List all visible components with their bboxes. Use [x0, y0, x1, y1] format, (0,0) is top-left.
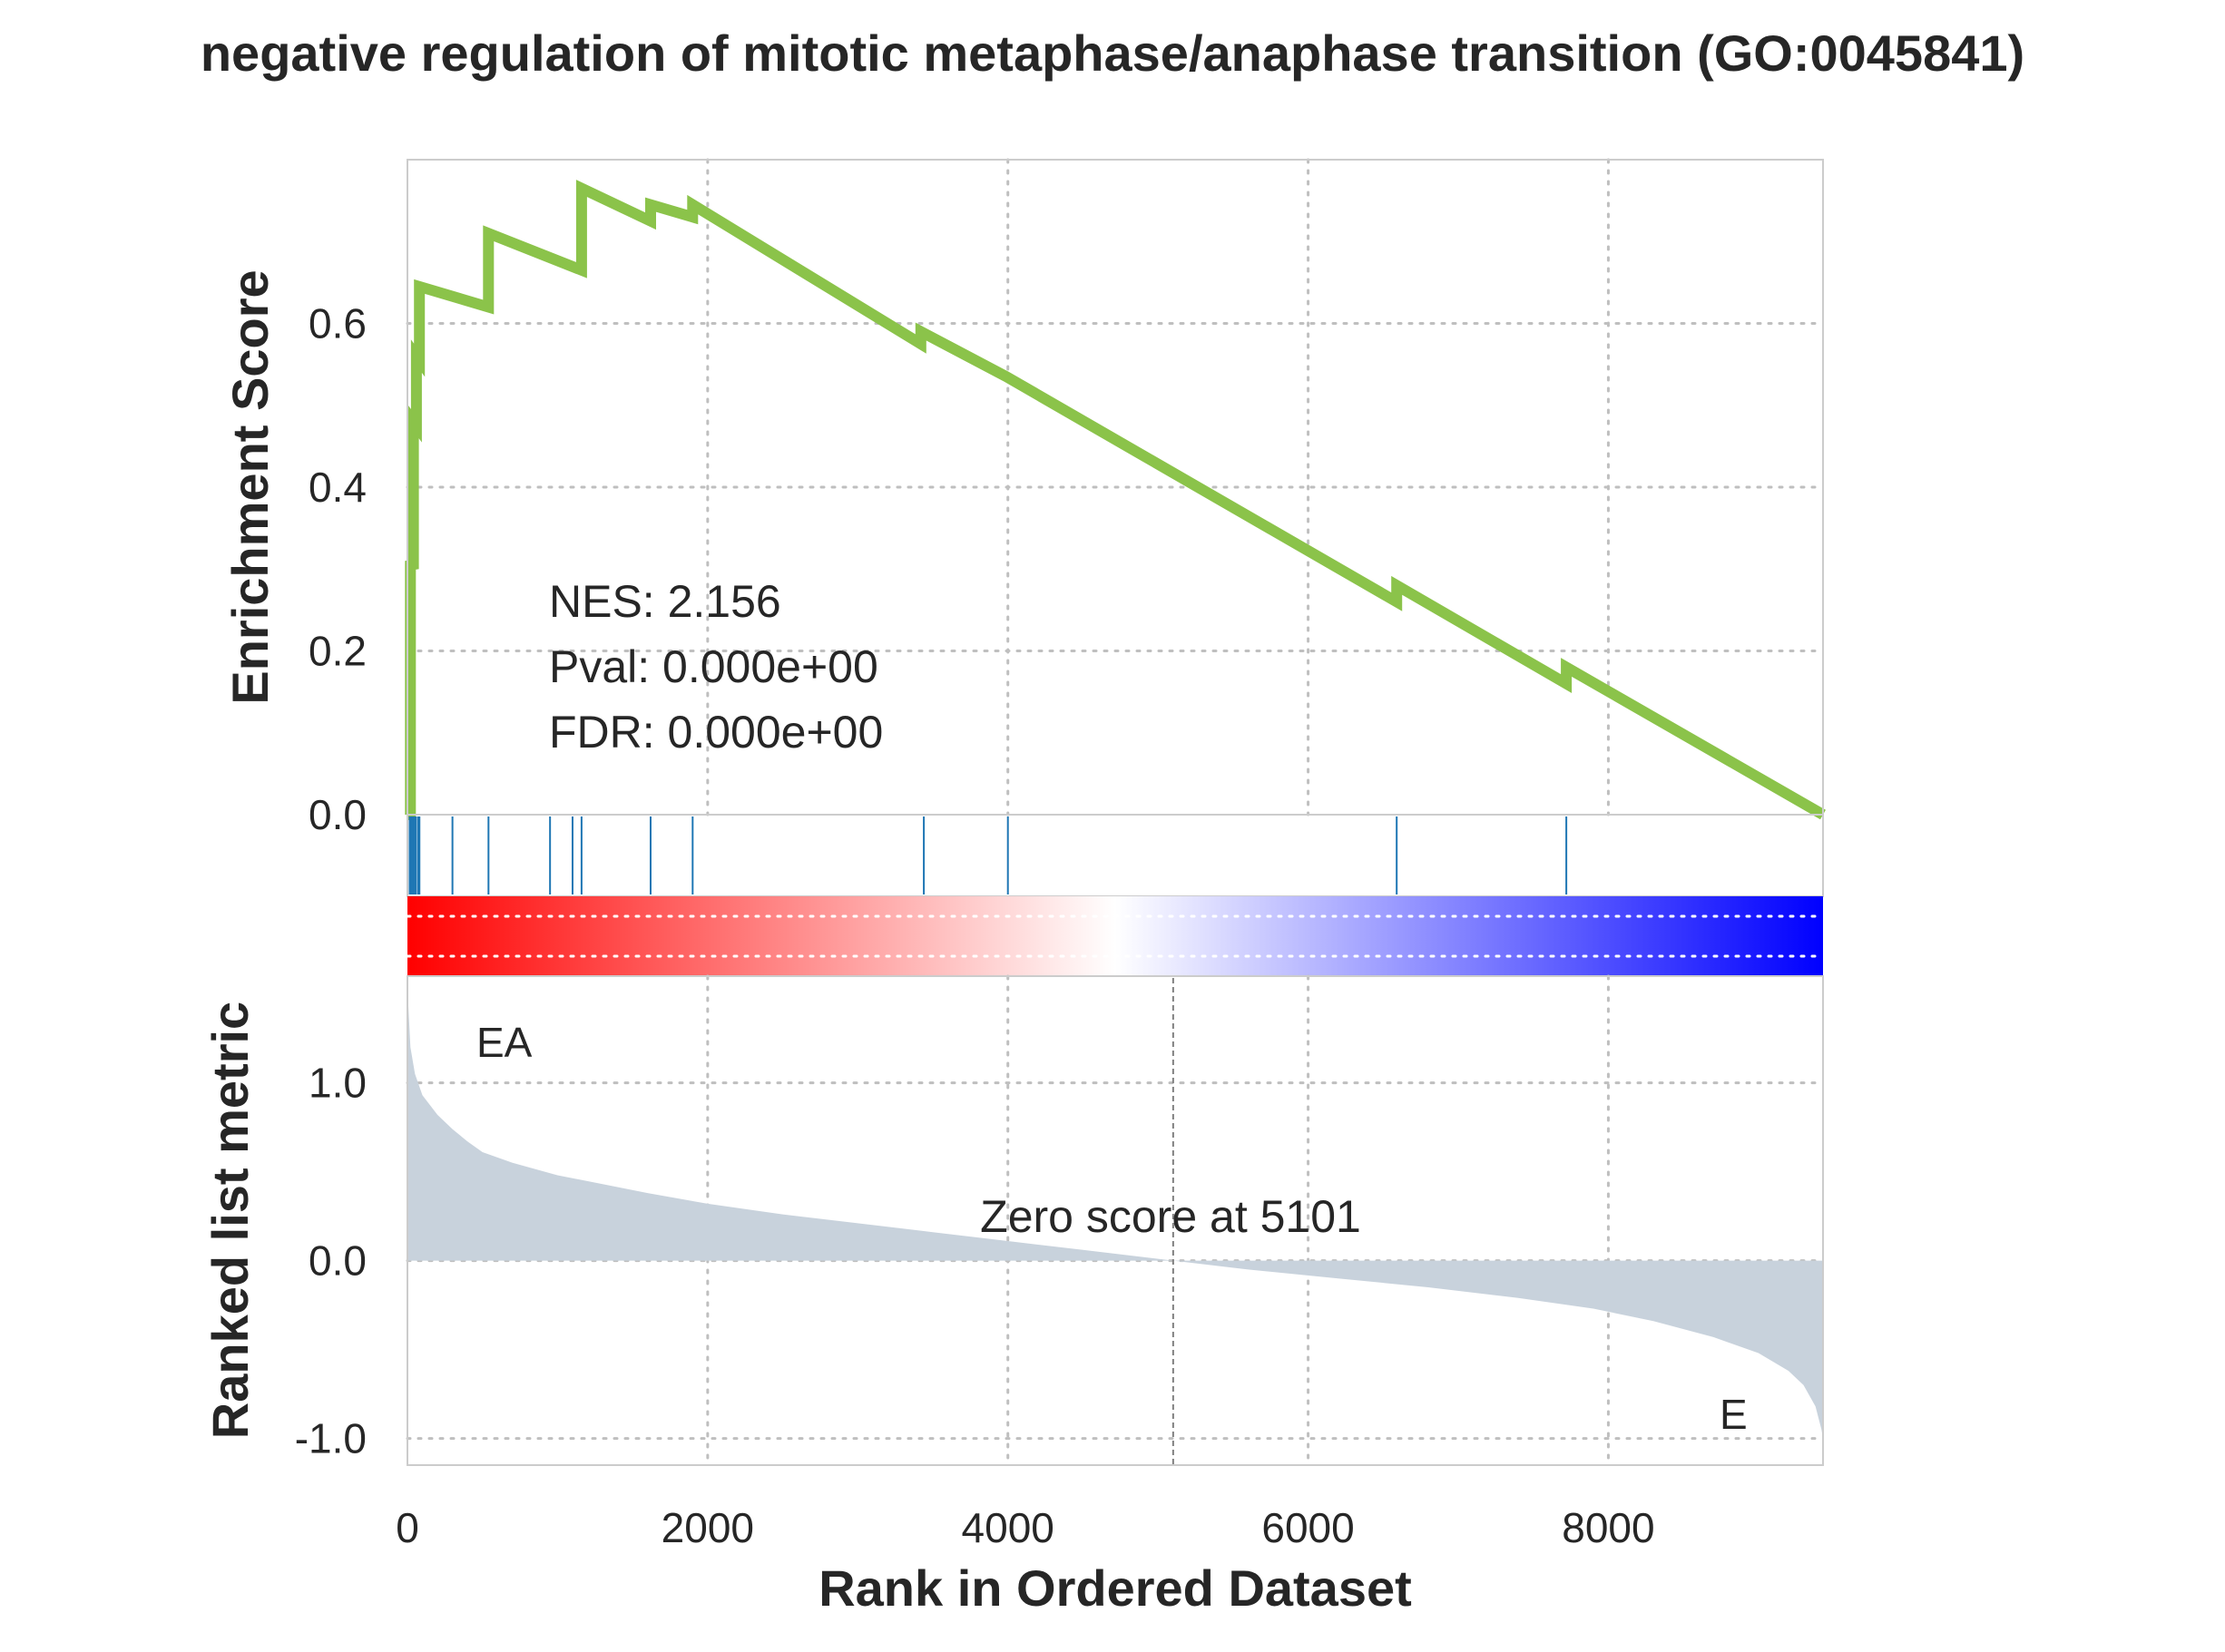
ranked-metric-y-tick--1.0: -1.0 [295, 1415, 367, 1462]
enrichment-gridlines [406, 158, 1825, 816]
nes-label: NES: 2.156 [549, 576, 781, 627]
colorbar-panel [406, 896, 1825, 976]
gene-hit-markers [408, 816, 1568, 894]
x-tick-label-6000: 6000 [1261, 1504, 1354, 1551]
fdr-label: FDR: 0.000e+00 [549, 707, 883, 758]
x-tick-label-0: 0 [396, 1504, 419, 1551]
ranked-metric-panel: -1.0 0.0 1.0 Ranked list metric EA E Zero … [201, 974, 1825, 1467]
rank-colorbar [407, 896, 1823, 976]
ranked-metric-y-axis-label: Ranked list metric [201, 1002, 259, 1439]
pval-label: Pval: 0.000e+00 [549, 641, 878, 692]
x-axis-label: Rank in Ordered Dataset [818, 1559, 1412, 1617]
enrichment-y-tick-0.4: 0.4 [309, 464, 367, 511]
x-tick-label-2000: 2000 [662, 1504, 754, 1551]
ranked-metric-y-tick-1.0: 1.0 [309, 1060, 367, 1107]
hits-frame [407, 814, 1824, 897]
chart-title: negative regulation of mitotic metaphase… [201, 24, 2024, 82]
enrichment-y-tick-0.2: 0.2 [309, 628, 367, 675]
ranked-metric-frame [407, 975, 1824, 1466]
hits-panel [407, 814, 1824, 897]
enrichment-y-axis-label: Enrichment Score [221, 269, 279, 704]
enrichment-score-line [405, 180, 1826, 820]
enrichment-panel: 0.0 0.2 0.4 0.6 Enrichment Score NES: 2.156… [221, 158, 1826, 839]
ranked-metric-y-ticks: -1.0 0.0 1.0 [295, 1060, 367, 1462]
negative-class-label: E [1720, 1391, 1748, 1438]
ranked-metric-y-tick-0.0: 0.0 [309, 1237, 367, 1285]
enrichment-y-ticks: 0.0 0.2 0.4 0.6 [309, 300, 367, 839]
ranked-metric-area [407, 984, 1823, 1439]
x-tick-label-4000: 4000 [962, 1504, 1054, 1551]
x-tick-label-8000: 8000 [1562, 1504, 1654, 1551]
zero-score-label: Zero score at 5101 [980, 1191, 1361, 1242]
x-axis-ticks: 0 2000 4000 6000 8000 [396, 1504, 1654, 1551]
positive-class-label: EA [476, 1019, 533, 1066]
enrichment-y-tick-0.0: 0.0 [309, 791, 367, 838]
enrichment-y-tick-0.6: 0.6 [309, 300, 367, 347]
